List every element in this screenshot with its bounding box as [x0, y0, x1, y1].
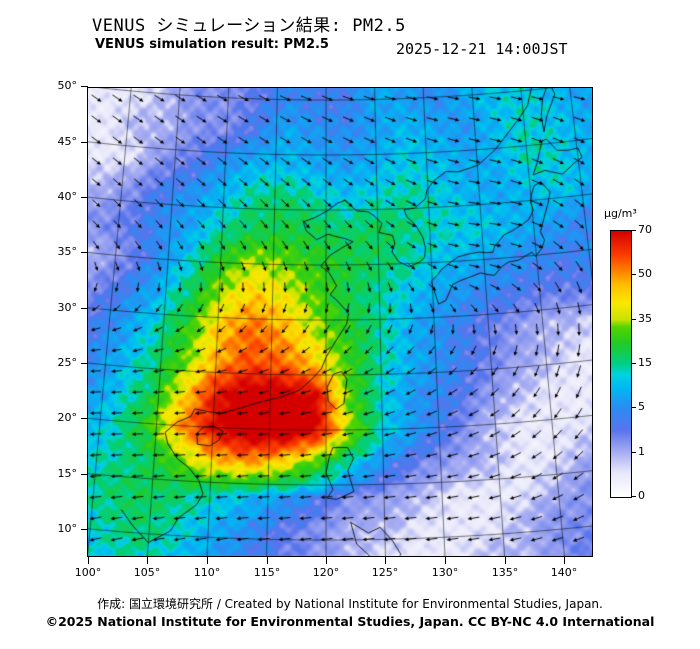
lon-tick-mark: [564, 557, 565, 564]
colorbar-tick-label: 1: [638, 445, 645, 458]
lat-tick-mark: [81, 142, 88, 143]
colorbar-tick-mark: [632, 452, 636, 453]
colorbar-tick-label: 5: [638, 400, 645, 413]
lon-tick-mark: [326, 557, 327, 564]
lon-tick-mark: [445, 557, 446, 564]
lon-tick-mark: [267, 557, 268, 564]
lat-tick-mark: [81, 474, 88, 475]
colorbar-tick-label: 70: [638, 223, 652, 236]
lat-tick-label: 40°: [57, 190, 78, 203]
lat-tick-label: 35°: [57, 245, 78, 258]
colorbar-tick-mark: [632, 274, 636, 275]
credit-line: 作成: 国立環境研究所 / Created by National Instit…: [97, 597, 603, 611]
colorbar-tick-label: 0: [638, 489, 645, 502]
lat-tick-mark: [81, 197, 88, 198]
pm25-map-canvas: [87, 87, 593, 557]
license-line: ©2025 National Institute for Environment…: [45, 614, 655, 629]
lat-tick-mark: [81, 308, 88, 309]
lon-tick-label: 115°: [253, 566, 281, 579]
lon-tick-mark: [207, 557, 208, 564]
lat-tick-label: 15°: [57, 467, 78, 480]
lat-tick-mark: [81, 252, 88, 253]
lat-tick-mark: [81, 363, 88, 364]
lon-tick-label: 130°: [431, 566, 459, 579]
lat-tick-label: 50°: [57, 79, 78, 92]
lon-tick-mark: [88, 557, 89, 564]
lat-tick-label: 25°: [57, 356, 78, 369]
colorbar-gradient: [610, 230, 632, 498]
lon-tick-label: 110°: [193, 566, 221, 579]
lon-tick-label: 100°: [74, 566, 102, 579]
lat-tick-mark: [81, 418, 88, 419]
lat-tick-label: 20°: [57, 411, 78, 424]
colorbar-tick-mark: [632, 407, 636, 408]
colorbar-tick-label: 50: [638, 267, 652, 280]
colorbar-tick-mark: [632, 319, 636, 320]
lat-tick-mark: [81, 86, 88, 87]
lon-tick-mark: [147, 557, 148, 564]
colorbar-tick-label: 15: [638, 356, 652, 369]
colorbar-tick-mark: [632, 363, 636, 364]
lon-tick-label: 135°: [491, 566, 519, 579]
lon-tick-label: 140°: [550, 566, 578, 579]
colorbar-tick-mark: [632, 230, 636, 231]
colorbar-unit-label: μg/m³: [604, 207, 637, 220]
lat-tick-mark: [81, 529, 88, 530]
lat-tick-label: 45°: [57, 135, 78, 148]
page-subtitle: VENUS simulation result: PM2.5: [95, 37, 329, 52]
lon-tick-mark: [505, 557, 506, 564]
lon-tick-label: 105°: [133, 566, 161, 579]
lat-tick-label: 30°: [57, 301, 78, 314]
lon-tick-label: 120°: [312, 566, 340, 579]
colorbar-tick-mark: [632, 496, 636, 497]
lon-tick-label: 125°: [371, 566, 399, 579]
page-title: VENUS シミュレーション結果: PM2.5: [92, 16, 406, 36]
lat-tick-label: 10°: [57, 522, 78, 535]
lon-tick-mark: [385, 557, 386, 564]
datetime-label: 2025-12-21 14:00JST: [396, 40, 568, 58]
colorbar-tick-label: 35: [638, 312, 652, 325]
